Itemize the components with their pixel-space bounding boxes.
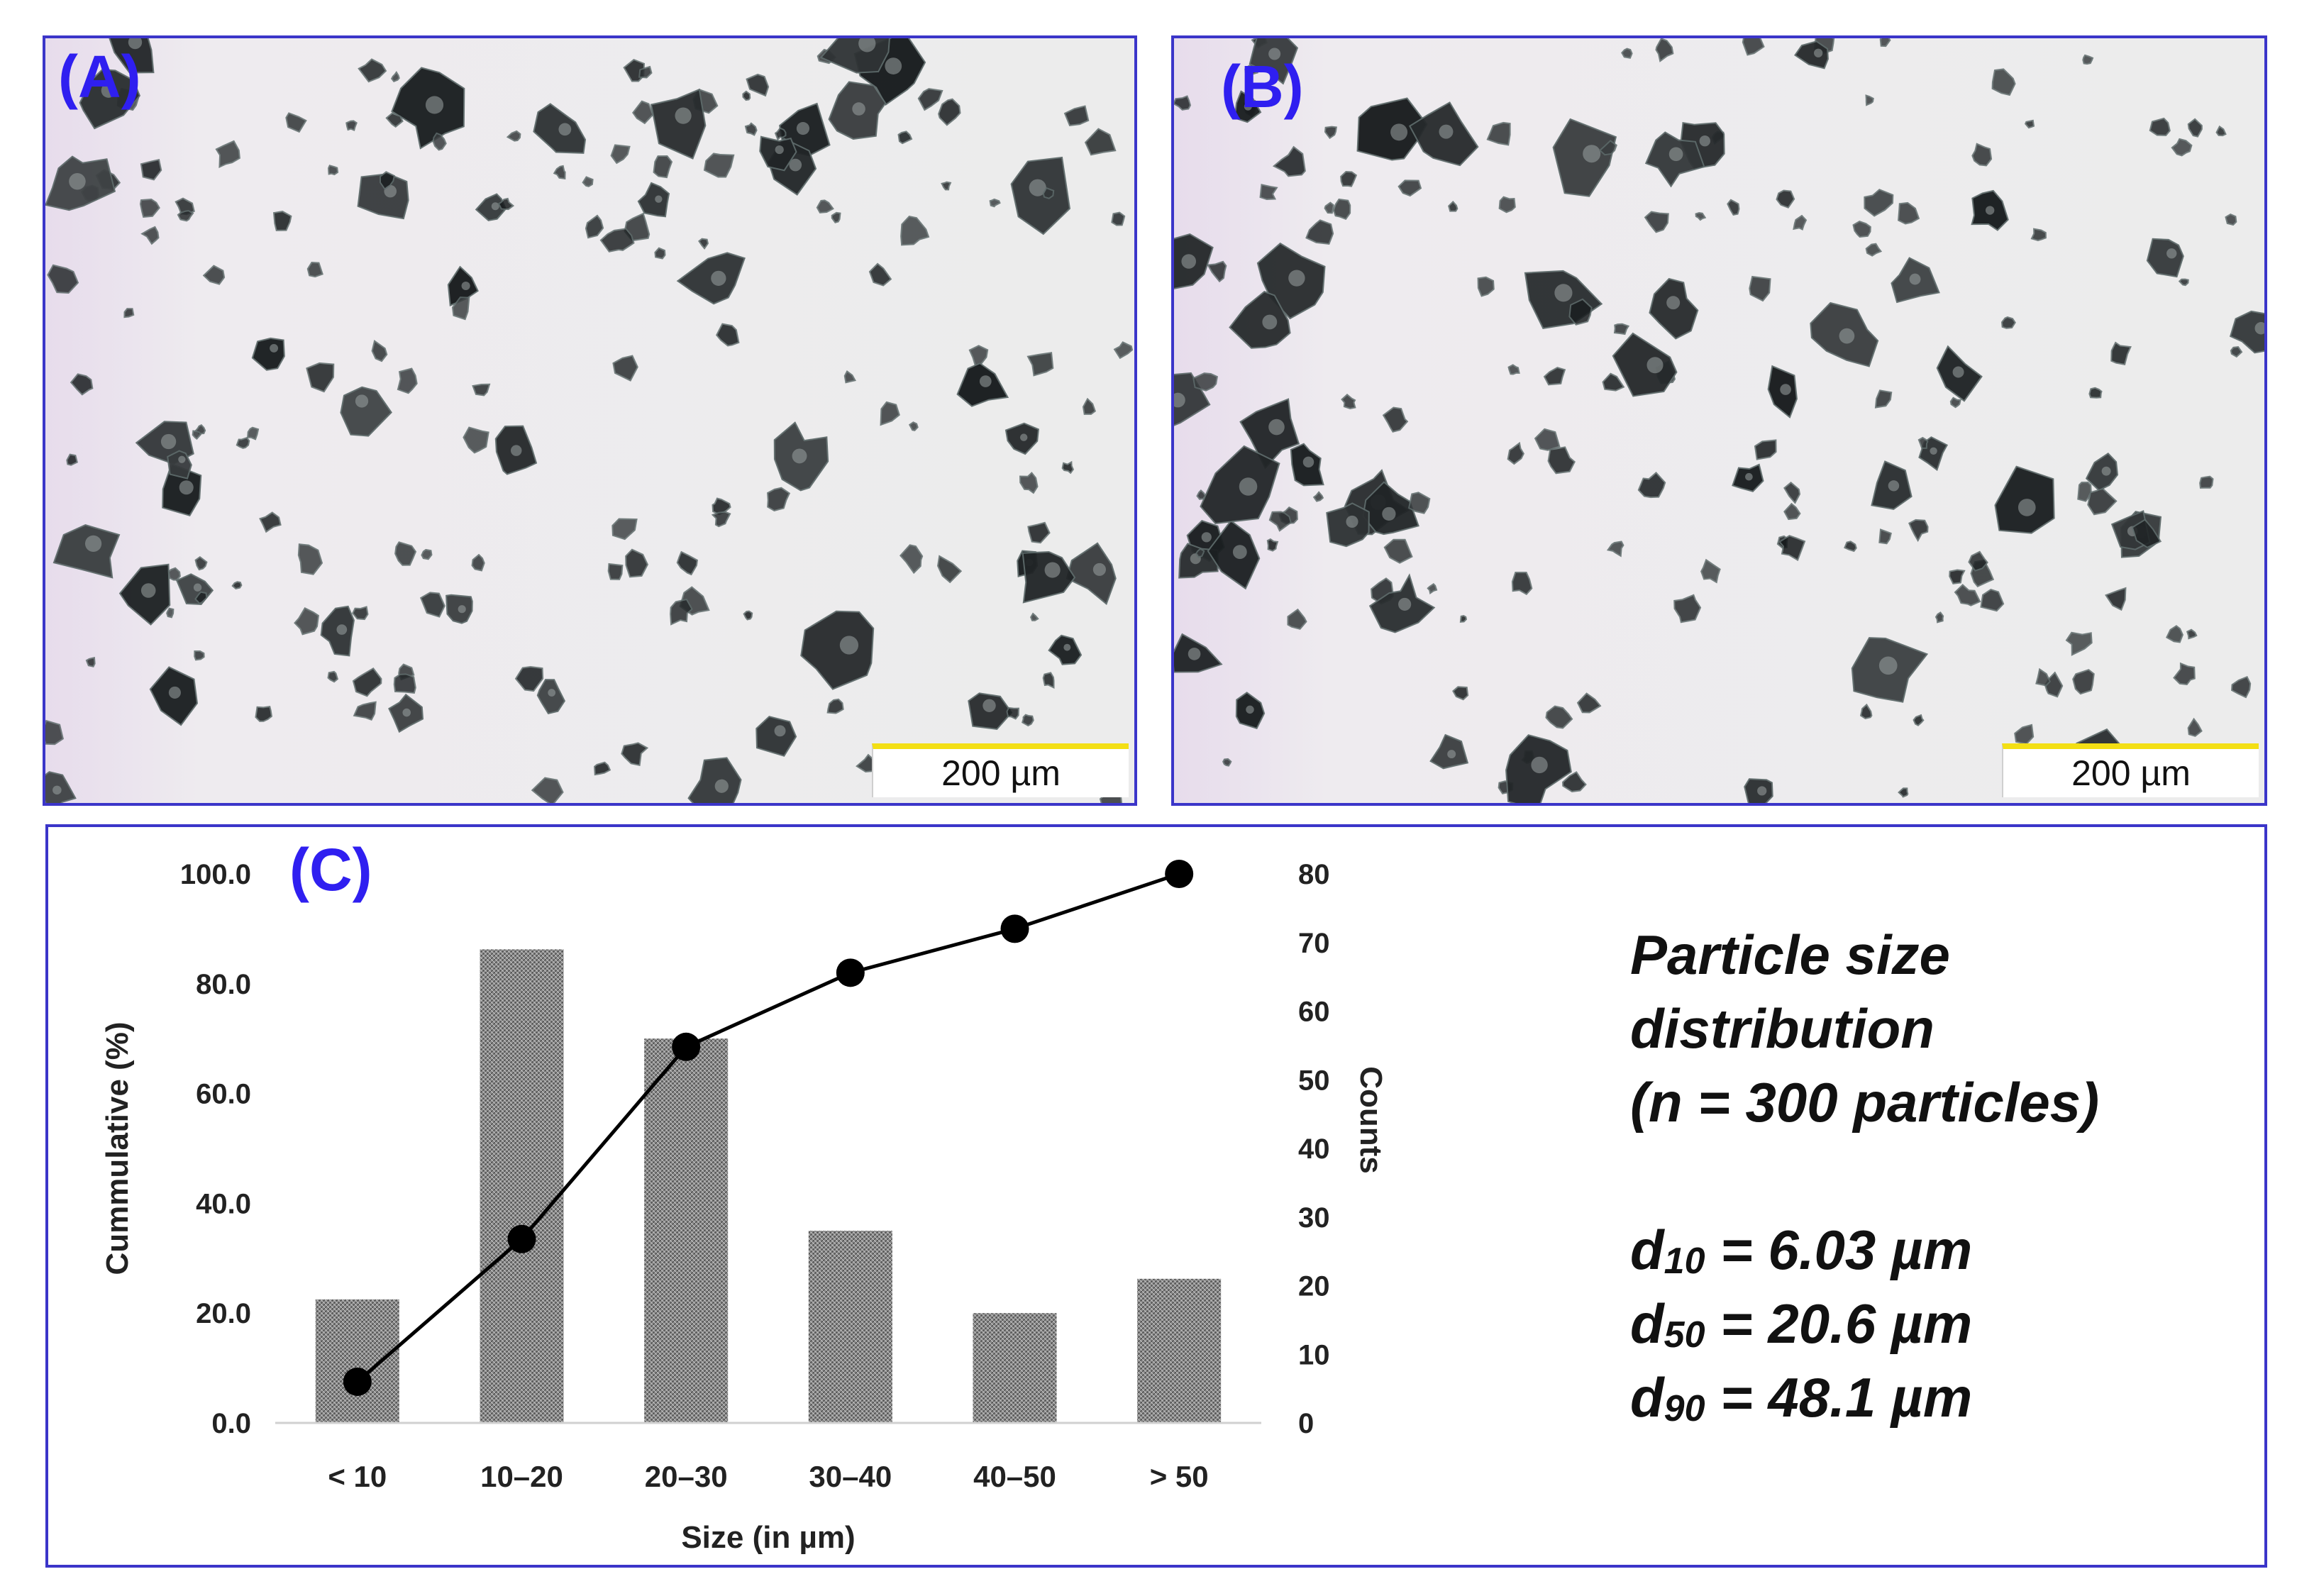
count-bar-3 xyxy=(808,1231,892,1423)
left-tick-label: 20.0 xyxy=(196,1298,251,1329)
scale-bar-a: 200 µm xyxy=(872,743,1129,797)
panel-label-c: (C) xyxy=(289,836,372,903)
stat-d10: d10 = 6.03 µm xyxy=(1630,1219,1973,1282)
particle-size-chart: 0.0 20.0 40.0 60.0 80.0 100.0 0 10 20 30 40 50 60 70 8… xyxy=(100,859,1388,1555)
distribution-summary: Particle size distribution (n = 300 part… xyxy=(1630,918,2099,1434)
right-tick-label: 20 xyxy=(1298,1271,1330,1302)
count-bar-0 xyxy=(315,1299,399,1423)
cumulative-point-1 xyxy=(507,1224,536,1253)
stat-d50: d50 = 20.6 µm xyxy=(1630,1292,1973,1356)
left-tick-label: 0.0 xyxy=(211,1408,251,1439)
particles xyxy=(1174,38,2264,803)
cumulative-point-5 xyxy=(1165,860,1194,888)
right-tick-label: 40 xyxy=(1298,1134,1330,1165)
micrograph-panel-a: (A) 200 µm xyxy=(43,35,1137,806)
category-label-3: 30–40 xyxy=(809,1460,892,1493)
right-axis-title: Counts xyxy=(1354,1066,1388,1174)
count-bar-1 xyxy=(480,949,564,1423)
right-tick-label: 50 xyxy=(1298,1065,1330,1096)
category-label-4: 40–50 xyxy=(973,1460,1056,1493)
scale-bar-b: 200 µm xyxy=(2002,743,2259,797)
summary-line-3: (n = 300 particles) xyxy=(1630,1071,2100,1134)
cumulative-point-2 xyxy=(672,1032,701,1061)
cumulative-point-3 xyxy=(836,958,865,987)
micrograph-panel-b: (B) 200 µm xyxy=(1171,35,2267,806)
right-tick-label: 30 xyxy=(1298,1202,1330,1234)
count-bar-5 xyxy=(1137,1278,1222,1423)
summary-line-2: distribution xyxy=(1630,997,1935,1060)
cumulative-point-4 xyxy=(1000,914,1029,943)
left-tick-label: 100.0 xyxy=(180,859,251,890)
category-label-5: > 50 xyxy=(1150,1460,1209,1493)
left-axis-title: Cummulative (%) xyxy=(100,1022,135,1275)
right-tick-label: 10 xyxy=(1298,1339,1330,1370)
panel-label-a: (A) xyxy=(58,43,141,110)
cumulative-point-0 xyxy=(343,1367,372,1396)
right-tick-label: 80 xyxy=(1298,859,1330,890)
micrograph-image-a xyxy=(45,38,1134,803)
right-tick-label: 60 xyxy=(1298,997,1330,1028)
particles xyxy=(45,38,1134,803)
stat-d90: d90 = 48.1 µm xyxy=(1630,1366,1973,1429)
left-tick-label: 80.0 xyxy=(196,969,251,1000)
x-axis-title: Size (in µm) xyxy=(681,1520,855,1555)
category-label-2: 20–30 xyxy=(645,1460,728,1493)
category-label-1: 10–20 xyxy=(480,1460,563,1493)
count-bar-4 xyxy=(973,1313,1057,1423)
category-label-0: < 10 xyxy=(328,1460,387,1493)
chart-panel-c: 0.0 20.0 40.0 60.0 80.0 100.0 0 10 20 30 40 50 60 70 8… xyxy=(45,824,2267,1568)
count-bar-2 xyxy=(644,1038,729,1423)
right-tick-label: 70 xyxy=(1298,928,1330,959)
panel-label-b: (B) xyxy=(1221,53,1304,120)
left-tick-label: 40.0 xyxy=(196,1188,251,1219)
left-tick-label: 60.0 xyxy=(196,1079,251,1110)
micrograph-image-b xyxy=(1174,38,2264,803)
cumulative-line xyxy=(356,872,1180,1383)
summary-line-1: Particle size xyxy=(1630,924,1950,986)
right-tick-label: 0 xyxy=(1298,1408,1314,1439)
